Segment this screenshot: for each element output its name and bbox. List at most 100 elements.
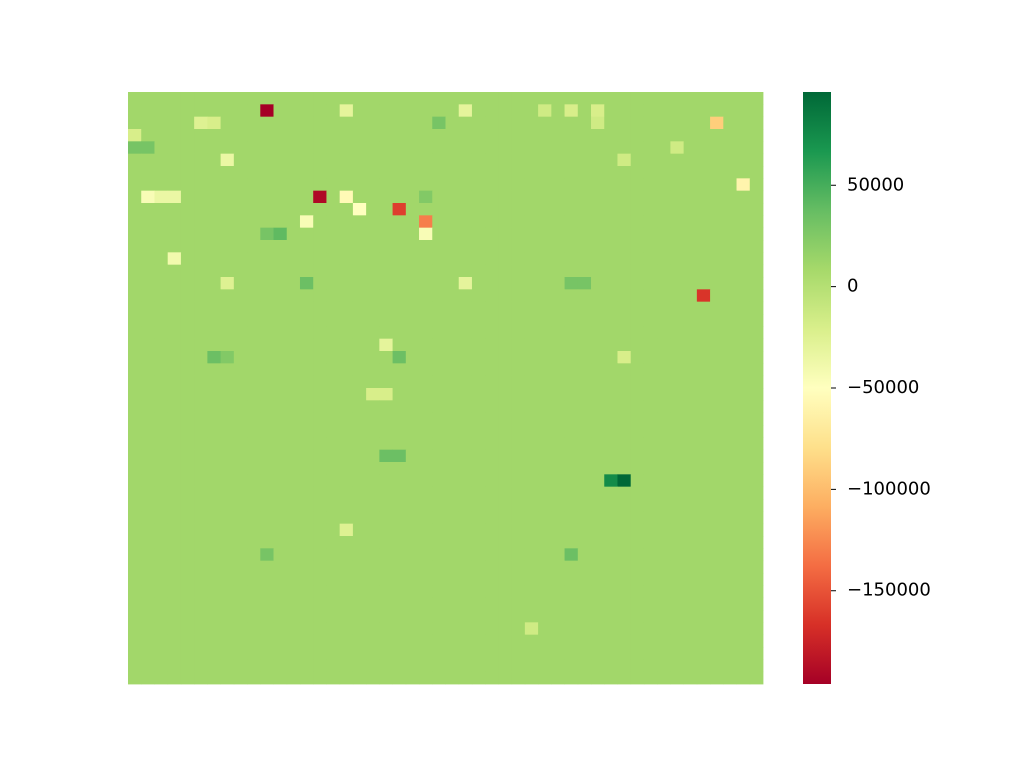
cell xyxy=(273,523,288,537)
cell xyxy=(392,560,407,574)
cell xyxy=(564,141,579,155)
cell xyxy=(194,659,208,673)
cell xyxy=(564,166,579,179)
cell xyxy=(696,610,711,623)
cell xyxy=(352,92,367,105)
cell xyxy=(432,129,446,142)
cell xyxy=(670,166,685,179)
cell xyxy=(511,511,526,525)
cell xyxy=(643,92,658,105)
cell xyxy=(564,227,579,241)
cell xyxy=(564,363,579,377)
cell xyxy=(167,647,182,660)
cell xyxy=(710,560,724,574)
cell xyxy=(128,277,142,290)
cell xyxy=(154,597,169,611)
cell xyxy=(286,363,301,377)
cell xyxy=(551,585,565,599)
cell xyxy=(551,400,565,414)
cell xyxy=(392,659,407,673)
cell xyxy=(286,277,301,290)
cell xyxy=(141,203,155,216)
cell xyxy=(683,203,698,216)
cell xyxy=(207,622,222,636)
cell xyxy=(551,560,565,574)
cell xyxy=(551,597,565,611)
cell xyxy=(723,252,737,266)
cell xyxy=(194,301,208,315)
cell xyxy=(366,548,380,562)
cell xyxy=(207,462,222,475)
cell xyxy=(233,351,248,364)
cell xyxy=(591,425,605,438)
cell xyxy=(723,215,737,229)
cell xyxy=(591,338,605,352)
cell xyxy=(604,511,618,525)
cell xyxy=(405,437,420,451)
cell xyxy=(339,449,354,463)
cell xyxy=(180,560,195,574)
cell xyxy=(604,166,618,179)
cell xyxy=(657,499,671,512)
cell xyxy=(405,462,420,475)
cell xyxy=(286,486,301,500)
cell xyxy=(128,326,142,340)
cell xyxy=(419,523,433,537)
cell xyxy=(564,375,579,389)
cell xyxy=(458,301,473,315)
cell xyxy=(524,104,539,118)
cell xyxy=(154,375,169,389)
cell xyxy=(591,166,605,179)
cell xyxy=(247,597,261,611)
cell xyxy=(260,474,274,488)
cell xyxy=(273,412,288,426)
cell xyxy=(551,363,565,377)
cell xyxy=(247,289,261,303)
cell xyxy=(405,240,420,253)
cell xyxy=(657,610,671,623)
cell xyxy=(498,622,513,636)
cell xyxy=(405,523,420,537)
cell xyxy=(432,622,446,636)
cell xyxy=(286,659,301,673)
cell xyxy=(564,437,579,451)
cell xyxy=(458,264,473,278)
cell xyxy=(458,511,473,525)
cell xyxy=(286,523,301,537)
cell xyxy=(498,659,513,673)
cell xyxy=(180,511,195,525)
cell xyxy=(710,190,724,204)
cell xyxy=(392,129,407,142)
cell xyxy=(723,227,737,241)
cell xyxy=(220,264,235,278)
cell xyxy=(445,375,460,389)
cell xyxy=(524,252,539,266)
cell xyxy=(405,634,420,648)
cell xyxy=(392,486,407,500)
cell xyxy=(233,116,248,130)
cell xyxy=(339,462,354,475)
cell xyxy=(379,647,393,660)
cell xyxy=(604,523,618,537)
cell xyxy=(141,560,155,574)
cell xyxy=(538,227,552,241)
cell xyxy=(273,203,288,216)
cell xyxy=(299,573,314,586)
cell xyxy=(710,153,724,167)
cell xyxy=(313,92,327,105)
cell xyxy=(683,437,698,451)
cell xyxy=(538,462,552,475)
cell xyxy=(564,449,579,463)
cell xyxy=(339,437,354,451)
cell xyxy=(471,634,486,648)
cell xyxy=(154,190,169,204)
cell xyxy=(670,610,685,623)
cell xyxy=(485,548,499,562)
cell xyxy=(405,375,420,389)
cell xyxy=(220,363,235,377)
cell xyxy=(630,486,645,500)
cell xyxy=(657,314,671,327)
cell xyxy=(471,560,486,574)
cell xyxy=(220,178,235,192)
cell xyxy=(141,129,155,142)
